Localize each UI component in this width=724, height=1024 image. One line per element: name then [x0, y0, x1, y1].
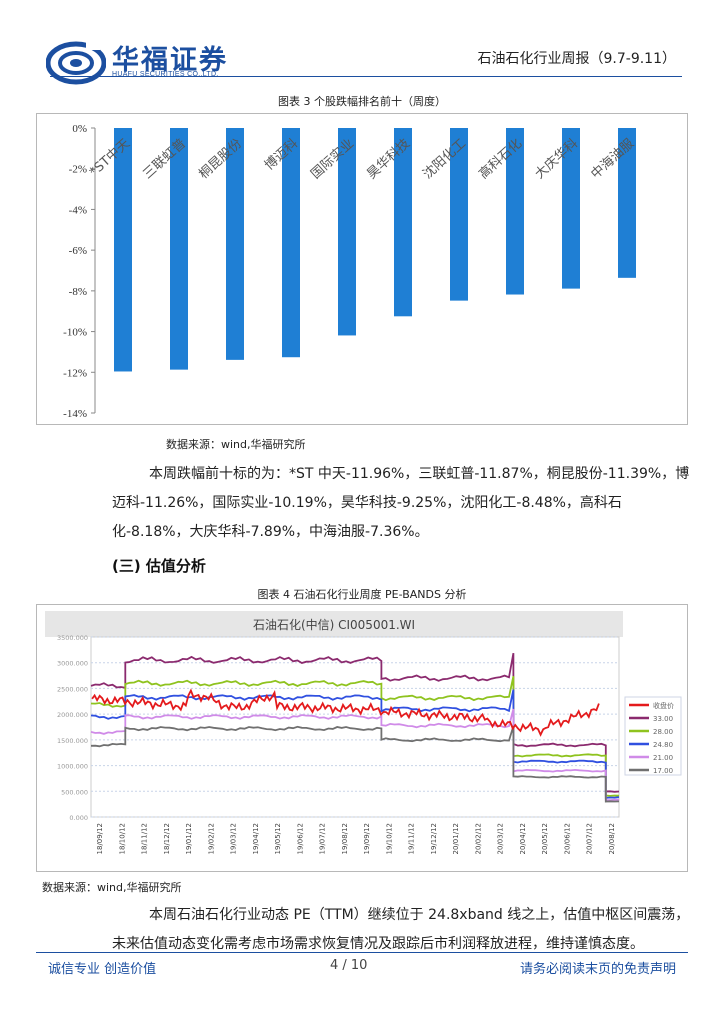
- x-tick-label: 18/10/12: [118, 823, 126, 854]
- bar: [506, 128, 524, 295]
- x-tick-label: 19/11/12: [408, 823, 416, 854]
- footer-divider: [36, 952, 688, 953]
- bar: [450, 128, 468, 301]
- paragraph-top-losers: 本周跌幅前十标的为：*ST 中天-11.96%，三联虹普-11.87%，桐昆股份…: [112, 466, 690, 540]
- x-tick-label: 20/03/12: [497, 823, 505, 854]
- y-tick-label: -4%: [69, 204, 87, 216]
- legend-label: 24.80: [653, 741, 673, 749]
- close-price-line: [91, 688, 600, 737]
- figure3-source: 数据来源：wind,华福研究所: [166, 438, 306, 451]
- bar: [618, 128, 636, 278]
- company-logo: [45, 40, 107, 86]
- bar: [394, 128, 412, 317]
- bar: [282, 128, 300, 358]
- x-tick-label: 19/06/12: [296, 823, 304, 854]
- y-tick-label: 3500.000: [57, 634, 88, 642]
- legend-label: 收盘价: [653, 701, 674, 710]
- x-tick-label: 20/05/12: [541, 823, 549, 854]
- bar: [226, 128, 244, 360]
- header-divider: [50, 76, 682, 77]
- x-tick-label: 18/11/12: [141, 823, 149, 854]
- figure3-caption: 图表 3 个股跌幅排名前十（周度）: [278, 95, 446, 108]
- chart-title-bar: [45, 611, 623, 637]
- company-name-cn: 华福证券: [112, 45, 228, 76]
- x-tick-label: 20/06/12: [563, 823, 571, 854]
- x-tick-label: 19/01/12: [185, 823, 193, 854]
- x-tick-label: 19/05/12: [274, 823, 282, 854]
- x-tick-label: 20/08/12: [608, 823, 616, 854]
- company-name-en: HUAFU SECURITIES CO.,LTD.: [112, 71, 219, 78]
- x-tick-label: 20/04/12: [519, 823, 527, 854]
- chart-title: 石油石化(中信) CI005001.WI: [253, 617, 415, 632]
- legend-label: 28.00: [653, 728, 673, 736]
- y-tick-label: -2%: [69, 164, 87, 176]
- x-tick-label: 19/04/12: [252, 823, 260, 854]
- pe-band-line: [90, 708, 620, 802]
- x-tick-label: 19/08/12: [341, 823, 349, 854]
- x-tick-label: 19/12/12: [430, 823, 438, 854]
- pe-band-line: [90, 676, 620, 797]
- bar-chart-svg: 0%-2%-4%-6%-8%-10%-12%-14%*ST中天 三联虹普 桐昆股份博…: [63, 123, 637, 420]
- logo-swirl-icon: [45, 41, 107, 85]
- figure4-caption: 图表 4 石油石化行业周度 PE-BANDS 分析: [257, 588, 467, 601]
- legend-box: [624, 696, 682, 776]
- legend-label: 17.00: [653, 767, 673, 775]
- figure3-chart: 0% -2% -4% -6% -8% -10% -12% -14% *ST中天 三联虹普 桐昆股份博…: [36, 113, 688, 425]
- x-tick-label: 19/03/12: [230, 823, 238, 854]
- y-tick-label: -12%: [63, 367, 87, 379]
- x-tick-label: 19/07/12: [319, 823, 327, 854]
- footer-disclaimer: 请务必阅读末页的免责声明: [519, 962, 676, 977]
- x-tick-label: 19/02/12: [207, 823, 215, 854]
- y-tick-label: 1500.000: [57, 737, 88, 745]
- x-tick-label: 18/12/12: [163, 823, 171, 854]
- bar: [114, 128, 132, 372]
- bar: [562, 128, 580, 289]
- bar: [338, 128, 356, 336]
- x-tick-label: 18/09/12: [96, 823, 104, 854]
- figure4-chart: 石油石化(中信) CI005001.WI 3500.000 3000.000 2500…: [36, 604, 688, 872]
- x-tick-label: 20/01/12: [452, 823, 460, 854]
- x-tick-label: 19/10/12: [385, 823, 393, 854]
- report-title: 石油石化行业周报（9.7-9.11）: [477, 51, 677, 67]
- y-tick-label: 2500.000: [57, 685, 88, 693]
- pe-band-line: [90, 689, 620, 799]
- y-tick-label: -6%: [69, 245, 87, 257]
- y-tick-label: -14%: [63, 408, 87, 420]
- y-tick-label: 500.000: [61, 788, 88, 796]
- y-tick-label: 2000.000: [57, 711, 88, 719]
- x-tick-label: 20/07/12: [586, 823, 594, 854]
- pe-bands-chart-svg: 石油石化(中信) CI005001.WI 3500.000 3000.000 2500…: [45, 611, 682, 854]
- figure4-source: 数据来源：wind,华福研究所: [42, 881, 182, 894]
- pe-band-line: [90, 725, 620, 803]
- y-tick-label: -8%: [69, 286, 87, 298]
- paragraph-valuation: 本周石油石化行业动态 PE（TTM）继续位于 24.8xband 线之上，估值中…: [112, 907, 690, 952]
- y-tick-label: 0%: [72, 123, 87, 135]
- y-tick-label: 3000.000: [57, 660, 88, 668]
- legend-label: 33.00: [653, 715, 673, 723]
- page-number: 4 / 10: [330, 958, 368, 973]
- legend-label: 21.00: [653, 754, 673, 762]
- y-tick-label: 1000.000: [57, 763, 88, 771]
- section-heading-valuation: (三) 估值分析: [112, 557, 206, 575]
- x-tick-label: 20/02/12: [474, 823, 482, 854]
- bar: [170, 128, 188, 370]
- pe-band-line: [90, 652, 620, 793]
- y-tick-label: -10%: [63, 327, 87, 339]
- y-tick-label: 0.000: [69, 814, 88, 822]
- footer-slogan: 诚信专业 创造价值: [48, 962, 157, 977]
- x-tick-label: 19/09/12: [363, 823, 371, 854]
